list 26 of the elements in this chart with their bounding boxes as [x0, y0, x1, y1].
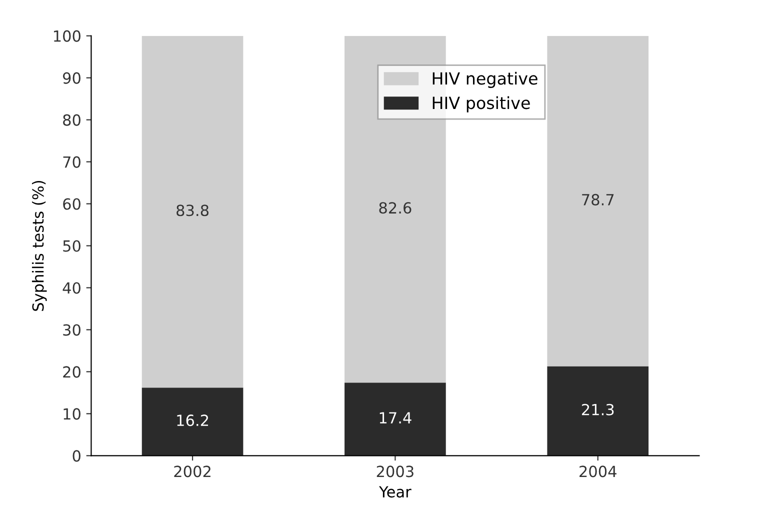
x-tick-label: 2003	[376, 466, 414, 478]
data-label: 16.2	[177, 414, 208, 426]
y-tick-label: 0	[72, 450, 80, 462]
data-label: 21.3	[582, 404, 614, 416]
y-tick-label: 40	[62, 282, 80, 294]
bar	[547, 36, 649, 366]
data-label: 82.6	[379, 202, 412, 214]
y-tick-label: 20	[63, 366, 80, 378]
bar	[142, 36, 244, 388]
y-tick-label: 90	[63, 72, 80, 84]
x-tick-label: 2004	[580, 466, 616, 478]
y-axis-title: Syphilis tests (%)	[32, 180, 47, 311]
x-axis-title: Year	[378, 486, 412, 498]
y-tick-label: 70	[63, 156, 80, 168]
data-label: 83.8	[176, 204, 208, 216]
y-tick-label: 10	[64, 408, 80, 420]
y-tick-label: 30	[63, 324, 80, 336]
y-tick-label: 50	[63, 240, 80, 252]
y-tick-label: 80	[63, 114, 80, 126]
y-tick-label: 100	[54, 30, 80, 42]
legend-label: HIV positive	[432, 96, 530, 112]
legend-label: HIV negative	[432, 72, 538, 88]
y-tick-label: 60	[63, 198, 80, 210]
data-label: 78.7	[582, 194, 614, 206]
data-label: 17.4	[380, 412, 412, 424]
x-tick-label: 2002	[174, 466, 210, 478]
